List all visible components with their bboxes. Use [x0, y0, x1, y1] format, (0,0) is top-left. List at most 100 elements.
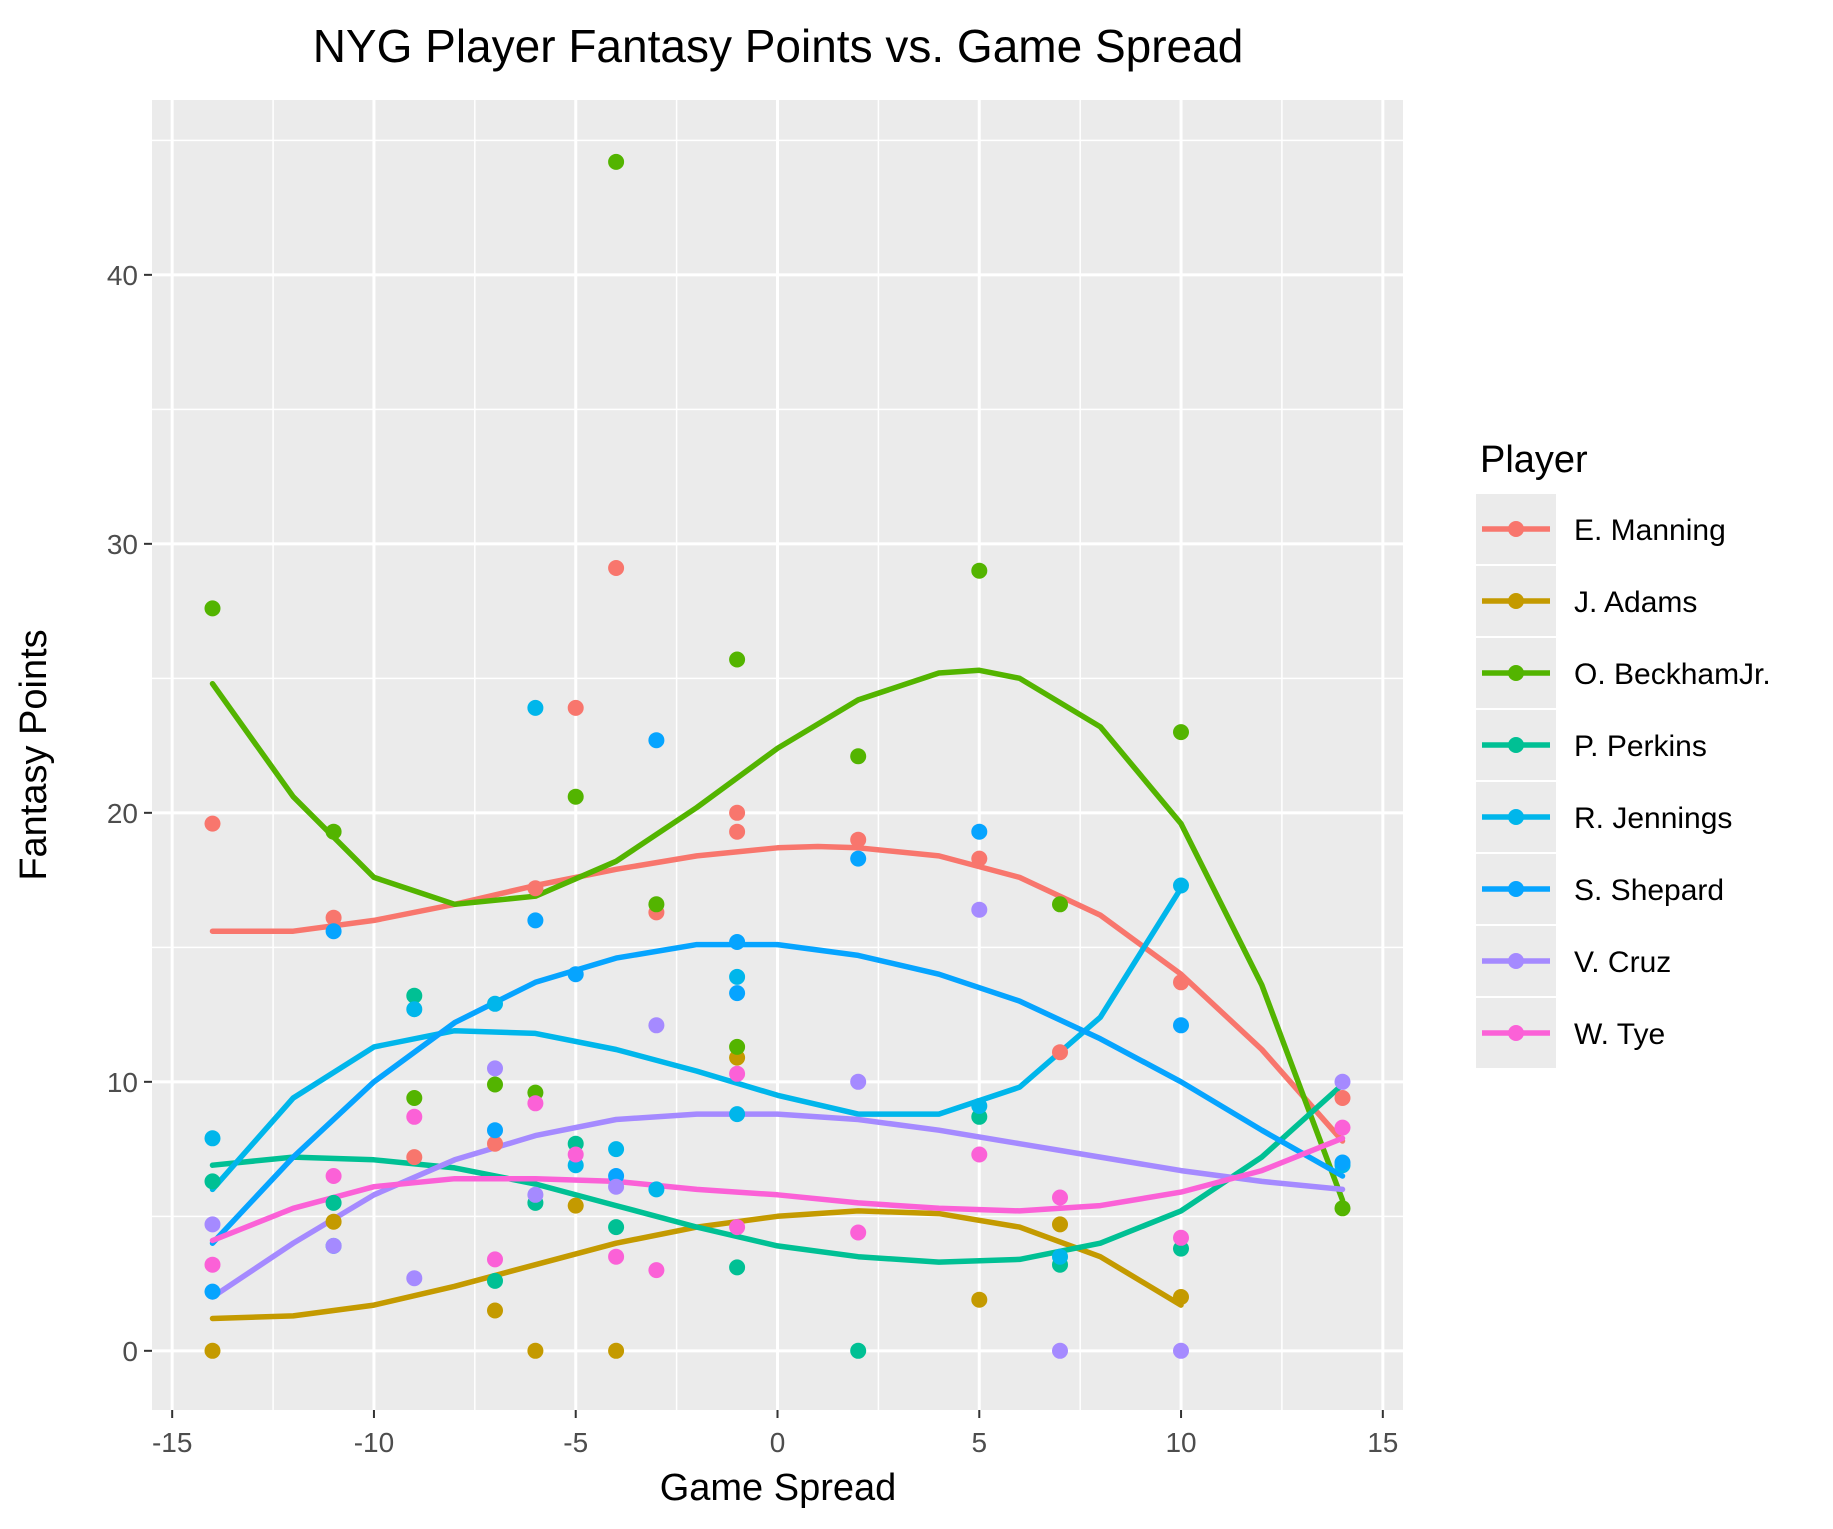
- data-point: [1334, 1119, 1351, 1136]
- data-point: [204, 1256, 221, 1273]
- data-point: [487, 1272, 503, 1289]
- legend-label: W. Tye: [1574, 1018, 1665, 1051]
- data-points: [204, 153, 1351, 1359]
- smooth-line: [209, 1081, 1346, 1265]
- legend-key-point: [1508, 665, 1524, 681]
- data-point: [487, 995, 503, 1012]
- x-tick-label: 10: [1165, 1427, 1196, 1458]
- data-point: [325, 1194, 342, 1211]
- y-tick-label: 30: [107, 529, 138, 560]
- legend-label: V. Cruz: [1574, 946, 1671, 979]
- legend: Player E. Manning J. Adams O. BeckhamJr. P.…: [1476, 439, 1771, 1068]
- x-tick-label: 5: [971, 1427, 987, 1458]
- y-tick-label: 20: [107, 798, 138, 829]
- data-point: [1173, 1289, 1189, 1305]
- data-point: [487, 1302, 503, 1319]
- data-point: [325, 1237, 342, 1254]
- chart-title: NYG Player Fantasy Points vs. Game Sprea…: [313, 20, 1244, 72]
- data-point: [567, 788, 584, 805]
- y-axis-title: Fantasy Points: [13, 629, 55, 880]
- data-point: [406, 1270, 423, 1287]
- data-point: [1052, 1248, 1068, 1265]
- data-point: [204, 1173, 221, 1190]
- data-point: [608, 1141, 625, 1158]
- data-point: [648, 1181, 665, 1198]
- data-point: [527, 880, 544, 897]
- major-gridlines: [152, 100, 1403, 1410]
- data-point: [204, 1283, 221, 1300]
- legend-key-point: [1508, 521, 1524, 537]
- data-point: [850, 1073, 867, 1090]
- data-point: [971, 850, 988, 867]
- legend-key-point: [1508, 593, 1524, 609]
- legend-label: S. Shepard: [1574, 874, 1724, 907]
- data-point: [204, 600, 221, 617]
- data-point: [487, 1251, 503, 1268]
- data-point: [729, 823, 746, 840]
- data-point: [608, 1178, 625, 1195]
- legend-label: J. Adams: [1574, 586, 1697, 619]
- data-point: [204, 1216, 221, 1233]
- data-point: [729, 1219, 746, 1236]
- y-tick-label: 0: [122, 1336, 138, 1367]
- x-axis: -15 -10 -5 0 5 10 15: [152, 1410, 1398, 1458]
- data-point: [1052, 896, 1068, 913]
- legend-key-point: [1508, 953, 1524, 969]
- legend-label: P. Perkins: [1574, 730, 1707, 763]
- data-point: [1173, 724, 1189, 741]
- data-point: [406, 1149, 423, 1166]
- data-point: [608, 1248, 625, 1265]
- data-point: [325, 823, 342, 840]
- data-point: [1334, 1090, 1351, 1106]
- legend-key-point: [1508, 737, 1524, 753]
- data-point: [729, 1065, 746, 1082]
- x-tick-label: -5: [563, 1427, 588, 1458]
- data-point: [406, 1090, 423, 1106]
- smooth-line: [209, 843, 1346, 1144]
- legend-label: O. BeckhamJr.: [1574, 658, 1771, 691]
- data-point: [487, 1135, 503, 1152]
- data-point: [527, 1095, 544, 1112]
- data-point: [204, 1130, 221, 1147]
- x-tick-label: 0: [770, 1427, 786, 1458]
- data-point: [850, 1224, 867, 1241]
- data-point: [325, 1168, 342, 1184]
- data-point: [608, 1342, 625, 1359]
- data-point: [850, 831, 867, 848]
- data-point: [527, 1186, 544, 1203]
- y-tick-label: 40: [107, 260, 138, 291]
- data-point: [1173, 1229, 1189, 1246]
- data-point: [648, 732, 665, 749]
- data-point: [729, 804, 746, 821]
- data-point: [1052, 1342, 1068, 1359]
- data-point: [567, 699, 584, 716]
- smooth-line: [209, 885, 1184, 1193]
- legend-label: E. Manning: [1574, 514, 1726, 547]
- data-point: [1052, 1216, 1068, 1233]
- x-tick-label: 15: [1367, 1427, 1398, 1458]
- data-point: [1052, 1044, 1068, 1061]
- data-point: [971, 562, 988, 579]
- data-point: [487, 1122, 503, 1139]
- data-point: [729, 968, 746, 985]
- data-point: [1173, 974, 1189, 991]
- data-point: [850, 748, 867, 765]
- data-point: [1173, 877, 1189, 894]
- data-point: [1052, 1189, 1068, 1206]
- data-point: [204, 1342, 221, 1359]
- legend-title: Player: [1480, 439, 1588, 481]
- data-point: [648, 1262, 665, 1279]
- data-point: [850, 1342, 867, 1359]
- y-axis: 0 10 20 30 40: [107, 260, 152, 1367]
- legend-key-point: [1508, 881, 1524, 897]
- data-point: [648, 896, 665, 913]
- data-point: [406, 1001, 423, 1018]
- data-point: [1173, 1342, 1189, 1359]
- data-point: [971, 1098, 988, 1114]
- data-point: [1334, 1154, 1351, 1171]
- data-point: [567, 1197, 584, 1214]
- smooth-line: [209, 941, 1346, 1246]
- data-point: [729, 985, 746, 1002]
- data-point: [729, 934, 746, 950]
